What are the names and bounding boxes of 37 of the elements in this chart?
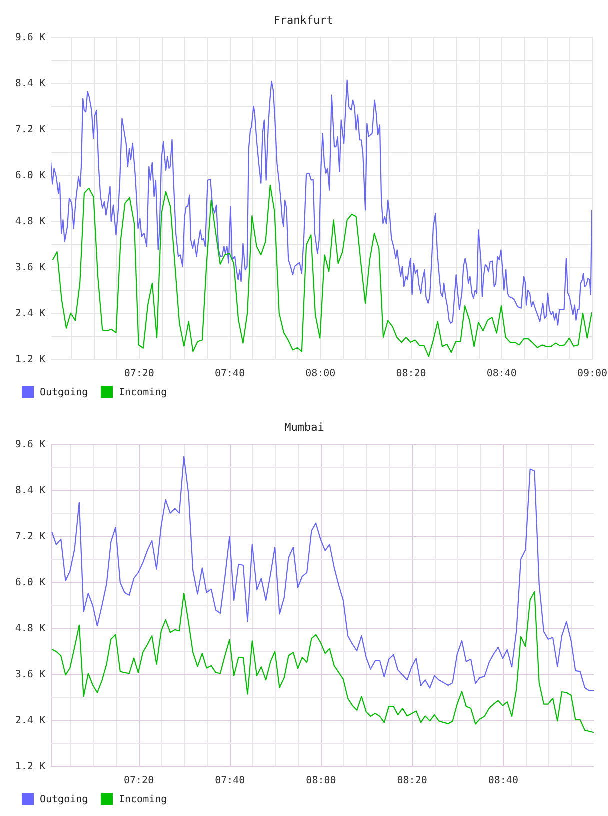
legend-label: Outgoing — [40, 387, 88, 398]
chart-title: Frankfurt — [274, 14, 334, 27]
y-tick-label: 7.2 K — [15, 124, 46, 136]
y-tick-label: 8.4 K — [15, 486, 46, 496]
legend-label: Outgoing — [40, 794, 88, 806]
legend-label: Incoming — [119, 387, 168, 398]
line-series — [51, 80, 592, 326]
x-tick-label: 07:40 — [215, 776, 246, 786]
y-tick-label: 4.8 K — [15, 624, 46, 634]
x-tick-label: 08:00 — [306, 368, 336, 380]
y-tick-label: 6.0 K — [15, 170, 46, 182]
y-tick-label: 9.6 K — [15, 32, 46, 44]
x-tick-label: 08:00 — [306, 776, 336, 786]
line-series — [52, 184, 592, 358]
y-tick-label: 7.2 K — [15, 532, 46, 542]
y-tick-label: 2.4 K — [15, 308, 46, 320]
x-tick-label: 07:20 — [124, 368, 154, 380]
y-tick-label: 1.2 K — [15, 762, 46, 772]
x-tick-label: 08:40 — [486, 368, 517, 380]
chart-title: Mumbai — [284, 421, 324, 434]
x-tick-label: 07:40 — [214, 368, 246, 380]
x-tick-label: 07:20 — [124, 776, 154, 786]
x-tick-label: 08:20 — [396, 368, 426, 380]
x-tick-label: 08:20 — [397, 776, 428, 786]
x-tick-label: 08:40 — [488, 776, 518, 786]
x-tick-label: 09:00 — [577, 368, 608, 380]
line-series — [52, 591, 594, 734]
line-series — [52, 456, 594, 692]
y-tick-label: 1.2 K — [15, 354, 46, 366]
legend-label: Incoming — [119, 794, 168, 806]
y-tick-label: 3.6 K — [15, 262, 46, 274]
y-tick-label: 9.6 K — [15, 440, 46, 450]
y-tick-label: 4.8 K — [15, 216, 46, 228]
y-tick-label: 8.4 K — [15, 78, 46, 90]
y-tick-label: 3.6 K — [15, 670, 46, 680]
y-tick-label: 6.0 K — [15, 578, 46, 588]
y-tick-label: 2.4 K — [15, 716, 46, 726]
